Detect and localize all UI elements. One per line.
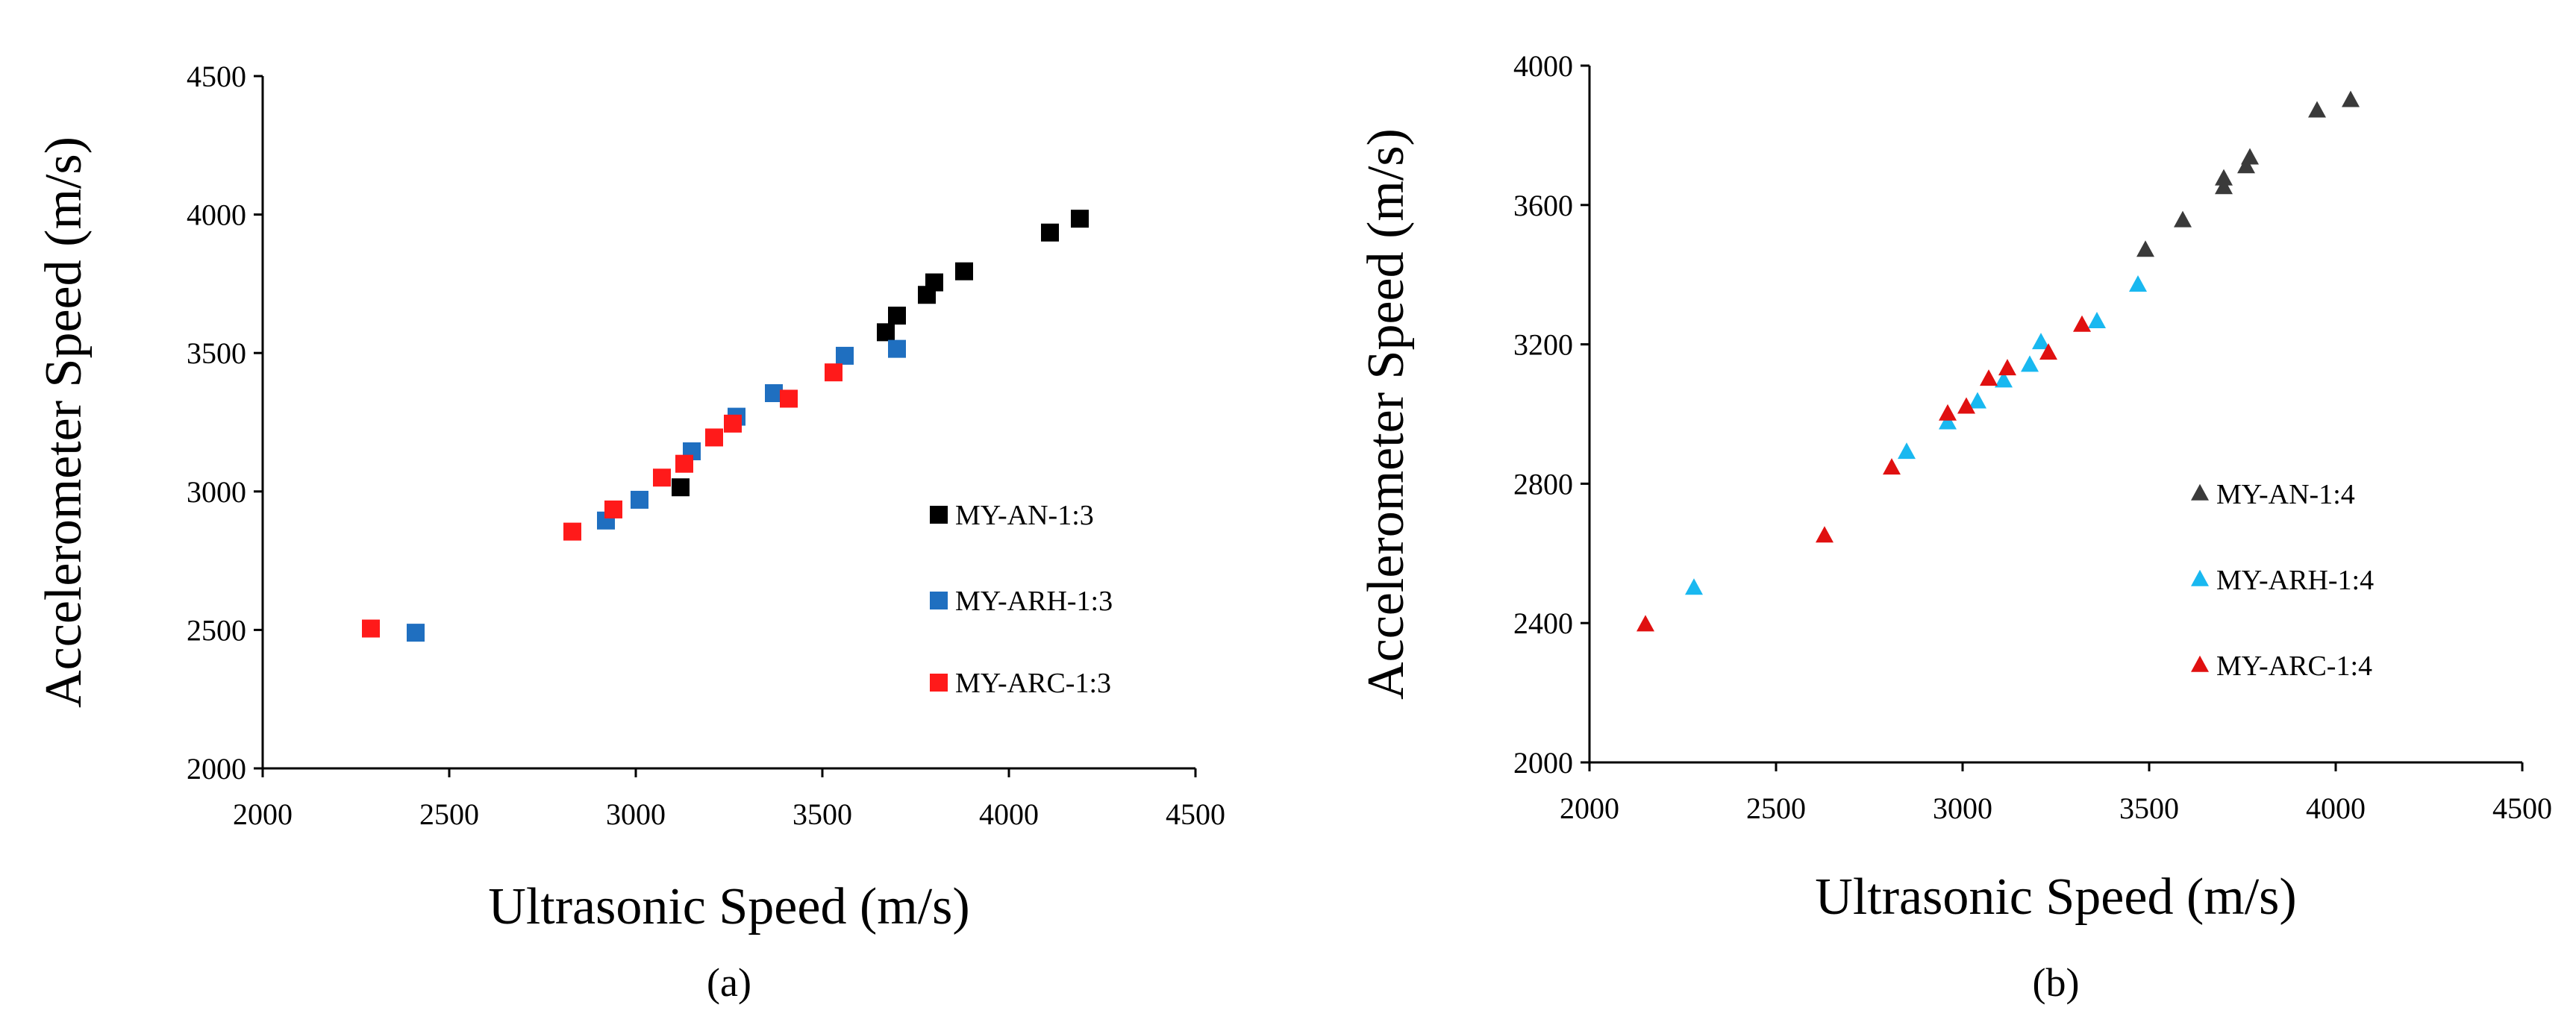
- y-axis-title: Accelerometer Speed (m/s): [35, 137, 93, 708]
- x-tick-label: 4000: [979, 797, 1039, 831]
- y-tick-label: 2500: [187, 613, 246, 647]
- panel-label: (b): [2033, 960, 2080, 1005]
- data-point: [1898, 442, 1916, 460]
- legend-label: MY-AN-1:4: [2216, 479, 2355, 510]
- data-point: [2237, 157, 2255, 174]
- legend-label: MY-AN-1:3: [955, 500, 1094, 531]
- data-point: [1041, 223, 1059, 242]
- data-point: [672, 478, 690, 497]
- data-point: [1957, 397, 1975, 414]
- data-point: [1998, 359, 2016, 376]
- scatter-chart-b: 2000 2400 2800 3200 3600 4000 2000 2500 3000 3500…: [1357, 49, 2552, 1005]
- data-point: [836, 346, 854, 365]
- x-tick-label: 2000: [233, 797, 293, 831]
- data-point: [1980, 369, 1998, 386]
- data-point: [1816, 526, 1833, 543]
- y-tick-label: 2400: [1513, 606, 1573, 640]
- x-axis-title: Ultrasonic Speed (m/s): [1815, 868, 2296, 926]
- legend-marker: [930, 592, 948, 609]
- data-point: [563, 522, 581, 541]
- data-point: [925, 273, 943, 292]
- data-point: [1883, 458, 1901, 475]
- y-tick-label: 3200: [1513, 328, 1573, 362]
- data-point: [705, 428, 723, 447]
- x-axis-title: Ultrasonic Speed (m/s): [488, 878, 969, 935]
- x-tick-label: 2500: [1746, 792, 1806, 825]
- x-tick-label: 2500: [419, 797, 479, 831]
- data-point: [2174, 210, 2192, 228]
- y-tick-label: 4000: [187, 198, 246, 232]
- legend-marker: [2191, 655, 2209, 672]
- scatter-chart-a: 2000 2500 3000 3500 4000 4500 2000 2500 3000 3500…: [35, 60, 1225, 1005]
- x-tick-label: 4500: [1166, 797, 1225, 831]
- data-point: [2215, 178, 2233, 195]
- legend-marker: [930, 674, 948, 692]
- data-point: [1969, 392, 1986, 409]
- data-point: [877, 323, 895, 342]
- data-point: [1685, 578, 1703, 595]
- x-tick-label: 3500: [2119, 792, 2179, 825]
- data-point: [2073, 315, 2091, 332]
- data-point: [888, 339, 906, 358]
- panel-label: (a): [707, 960, 751, 1005]
- data-point: [2308, 101, 2326, 118]
- y-axis-title: Accelerometer Speed (m/s): [1357, 128, 1415, 700]
- data-point: [955, 262, 973, 280]
- y-tick-label: 2000: [187, 752, 246, 786]
- data-point: [2021, 355, 2039, 372]
- legend-marker: [2191, 569, 2209, 586]
- y-tick-label: 3500: [187, 336, 246, 370]
- data-point: [1071, 210, 1089, 228]
- data-point: [631, 490, 648, 509]
- data-point: [2129, 275, 2147, 292]
- data-point: [604, 500, 622, 518]
- legend-label: MY-ARC-1:3: [955, 668, 1111, 699]
- data-point: [407, 624, 425, 642]
- data-point: [362, 619, 380, 638]
- x-tick-label: 3000: [1933, 792, 1992, 825]
- data-point: [1636, 615, 1654, 632]
- y-tick-label: 4000: [1513, 49, 1573, 83]
- y-tick-label: 2800: [1513, 467, 1573, 501]
- data-point: [825, 363, 842, 382]
- data-point: [2241, 148, 2259, 165]
- data-point: [1995, 371, 2013, 388]
- y-tick-label: 2000: [1513, 746, 1573, 780]
- y-tick-label: 3600: [1513, 189, 1573, 222]
- x-tick-label: 4000: [2306, 792, 2366, 825]
- data-point: [2039, 343, 2057, 360]
- y-tick-label: 3000: [187, 475, 246, 509]
- legend-marker: [930, 506, 948, 524]
- legend-label: MY-ARC-1:4: [2216, 651, 2372, 682]
- x-tick-label: 4500: [2492, 792, 2552, 825]
- data-point: [2136, 240, 2154, 257]
- data-point: [1939, 404, 1957, 421]
- legend-label: MY-ARH-1:4: [2216, 565, 2374, 596]
- data-point: [780, 389, 798, 408]
- legend-marker: [2191, 483, 2209, 501]
- x-tick-label: 2000: [1560, 792, 1619, 825]
- data-point: [2032, 333, 2050, 350]
- data-point: [888, 307, 906, 325]
- y-tick-label: 4500: [187, 60, 246, 93]
- data-point: [2088, 312, 2106, 329]
- data-point: [2342, 90, 2360, 107]
- x-tick-label: 3500: [793, 797, 852, 831]
- data-point: [2215, 169, 2233, 186]
- legend-label: MY-ARH-1:3: [955, 586, 1113, 617]
- data-point: [724, 414, 742, 433]
- x-tick-label: 3000: [606, 797, 666, 831]
- data-point: [1939, 413, 1957, 430]
- data-point: [675, 454, 693, 473]
- data-point: [653, 468, 671, 487]
